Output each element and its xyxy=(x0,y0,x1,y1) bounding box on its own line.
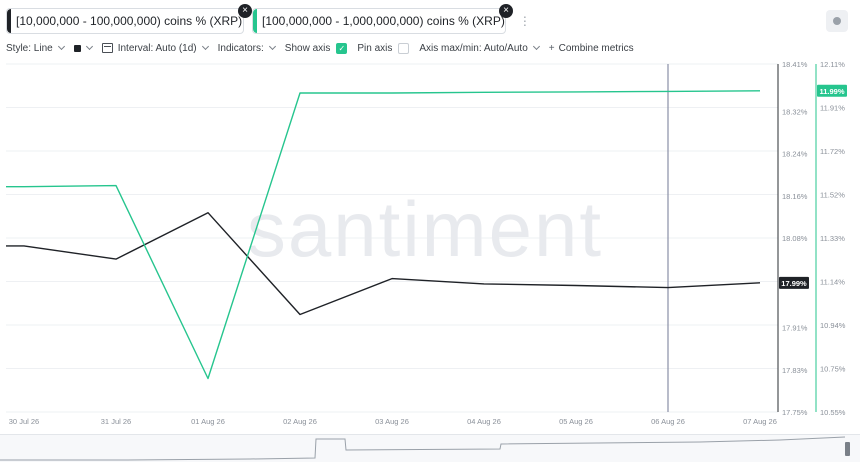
left-axis-tick-label: 17.83% xyxy=(782,366,808,375)
settings-icon xyxy=(833,17,841,25)
right-axis-tick-label: 10.75% xyxy=(820,365,846,374)
chevron-down-icon xyxy=(268,42,276,51)
metric-label: [100,000,000 - 1,000,000,000) coins % (X… xyxy=(262,14,505,28)
right-axis-tick-label: 10.55% xyxy=(820,408,846,417)
right-axis-tick-label: 10.94% xyxy=(820,321,846,330)
interval-label: Interval: Auto (1d) xyxy=(117,42,197,54)
left-axis-tick-label: 18.08% xyxy=(782,234,808,243)
left-axis-tick-label: 17.75% xyxy=(782,408,808,417)
axis-maxmin-dropdown[interactable]: Axis max/min: Auto/Auto xyxy=(419,42,540,54)
series-line-1 xyxy=(6,211,761,316)
x-axis-tick-label: 05 Aug 26 xyxy=(559,417,593,426)
navigator-sparkline xyxy=(0,436,846,461)
metric-color-bar xyxy=(253,9,257,33)
line-chart[interactable]: santiment 18.41% 18.32% 18.24% 18.16% 18.08% 1… xyxy=(0,56,860,434)
x-axis-tick-label: 01 Aug 26 xyxy=(191,417,225,426)
last-value-label: 17.99% xyxy=(781,279,807,288)
chevron-down-icon xyxy=(201,42,209,51)
series-line-2 xyxy=(6,90,761,380)
show-axis-checkbox[interactable]: ✓ xyxy=(336,42,348,54)
style-dropdown[interactable]: Style: Line xyxy=(6,42,65,54)
axis-maxmin-label: Axis max/min: Auto/Auto xyxy=(419,42,528,54)
interval-dropdown[interactable]: Interval: Auto (1d) xyxy=(101,42,209,54)
pin-axis-label: Pin axis xyxy=(357,42,393,54)
left-axis-tick-label: 18.24% xyxy=(782,150,808,159)
settings-button[interactable] xyxy=(826,10,848,32)
combine-metrics-button[interactable]: + Combine metrics xyxy=(549,43,634,54)
right-axis-tick-label: 11.14% xyxy=(820,278,845,287)
watermark-text: santiment xyxy=(247,185,603,273)
x-axis-tick-label: 31 Jul 26 xyxy=(101,417,131,426)
combine-metrics-label: Combine metrics xyxy=(558,42,634,54)
right-axis-tick-label: 11.72% xyxy=(820,147,845,156)
right-axis-tick-label: 11.33% xyxy=(820,234,845,243)
metric-label: [10,000,000 - 100,000,000) coins % (XRP) xyxy=(16,14,243,28)
navigator-right-handle[interactable] xyxy=(845,442,850,456)
right-axis-tick-label: 12.11% xyxy=(820,60,845,69)
x-axis-tick-label: 02 Aug 26 xyxy=(283,417,317,426)
more-options-icon[interactable]: ⋮ xyxy=(518,14,531,28)
close-icon[interactable]: × xyxy=(238,4,252,18)
left-axis-tick-label: 18.32% xyxy=(782,107,808,116)
metric-color-bar xyxy=(7,9,11,33)
right-axis-tick-label: 11.52% xyxy=(820,191,845,200)
color-picker[interactable] xyxy=(73,42,93,52)
indicators-label: Indicators: xyxy=(217,42,264,54)
show-axis-toggle[interactable]: Show axis ✓ xyxy=(284,42,348,54)
chart-toolbar: Style: Line Interval: Auto (1d) Indicato… xyxy=(6,40,644,56)
x-axis-tick-label: 30 Jul 26 xyxy=(9,417,39,426)
metric-chip-2[interactable]: [100,000,000 - 1,000,000,000) coins % (X… xyxy=(252,4,531,34)
chevron-down-icon xyxy=(532,42,540,51)
color-swatch xyxy=(73,44,81,52)
x-axis-tick-label: 03 Aug 26 xyxy=(375,417,409,426)
style-label: Style: Line xyxy=(6,42,53,54)
right-axis-tick-label: 11.91% xyxy=(820,104,845,113)
pin-axis-toggle[interactable]: Pin axis xyxy=(357,42,410,54)
metric-chip-1[interactable]: [10,000,000 - 100,000,000) coins % (XRP)… xyxy=(6,4,268,34)
left-axis-tick-label: 18.16% xyxy=(782,192,808,201)
left-axis-tick-label: 17.91% xyxy=(782,324,808,333)
x-axis-tick-label: 06 Aug 26 xyxy=(651,417,685,426)
chevron-down-icon xyxy=(57,42,65,51)
last-value-badge xyxy=(779,276,809,289)
chevron-down-icon xyxy=(85,42,93,51)
left-axis-tick-label: 18.41% xyxy=(782,60,808,69)
navigator-background xyxy=(0,434,860,462)
close-icon[interactable]: × xyxy=(499,4,513,18)
plus-icon: + xyxy=(548,42,555,54)
indicators-dropdown[interactable]: Indicators: xyxy=(217,42,276,54)
last-value-label: 11.99% xyxy=(819,87,844,96)
last-value-badge xyxy=(817,84,847,97)
x-axis-tick-label: 04 Aug 26 xyxy=(467,417,501,426)
range-navigator[interactable] xyxy=(0,434,860,462)
calendar-icon xyxy=(101,43,113,53)
x-axis-tick-label: 07 Aug 26 xyxy=(743,417,777,426)
pin-axis-checkbox[interactable] xyxy=(398,42,410,54)
show-axis-label: Show axis xyxy=(284,42,331,54)
